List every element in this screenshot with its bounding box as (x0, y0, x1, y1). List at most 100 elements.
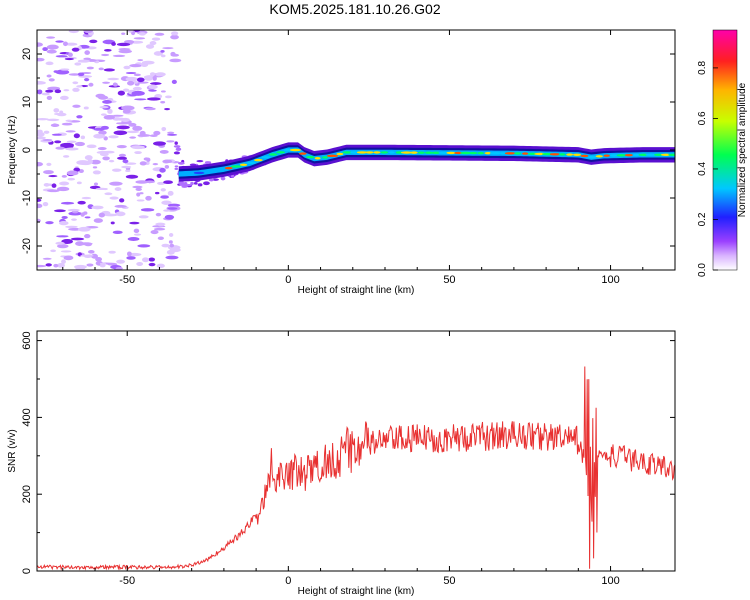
spectrogram-noise-blob (84, 233, 91, 239)
spectrogram-ridge-hotspot (305, 155, 315, 159)
spectrogram-noise-blob (54, 140, 62, 144)
spectrogram-noise-blob (99, 152, 109, 157)
spectrogram-noise-blob (84, 242, 92, 247)
spectrogram-noise-blob (160, 188, 166, 192)
spectrogram-noise-blob (103, 115, 115, 120)
spectrogram-noise-blob (112, 230, 123, 234)
spectrogram-noise-blob (103, 136, 108, 141)
spectrogram-ridge-hotspot (261, 156, 271, 159)
colorbar-frame (712, 29, 738, 271)
spectrogram-noise-blob (118, 153, 127, 158)
spectrogram-ridge-hotspot (580, 154, 589, 158)
spectrogram-ridge-hotspot (558, 153, 566, 156)
spectrogram-ridge-scatter (203, 181, 210, 186)
spectrogram-ridge-hotspot (239, 163, 248, 167)
spectrogram-noise-blob (47, 86, 61, 91)
spectrogram-noise-blob (61, 215, 68, 219)
spectrogram-noise-blob (41, 92, 50, 96)
spectrogram-noise-blob (99, 263, 106, 268)
spectrogram-noise-blob (62, 41, 68, 47)
spectrogram-noise-blob (126, 130, 140, 134)
colorbar-tick-label: 0.6 (697, 111, 708, 125)
spectrogram-ridge-hotspot (417, 151, 425, 154)
spectrogram-ridge-hotspot (489, 152, 502, 155)
spectrogram-noise-blob (53, 108, 60, 113)
spectrogram-ridge-scatter (197, 183, 203, 187)
spectrogram-ridge-scatter (174, 141, 178, 145)
spectrogram-noise-blob (160, 49, 165, 53)
spectrogram-noise-blob (125, 76, 138, 82)
snr-x-tick-label: 50 (443, 575, 455, 587)
spectrogram-noise-blob (60, 201, 75, 205)
spectrogram-noise-blob (161, 126, 167, 132)
spectrogram-noise-blob (152, 75, 157, 81)
spectrogram-noise-blob (74, 62, 82, 66)
spectrogram-ridge-hotspot (566, 153, 574, 156)
snr-x-tick-label: -50 (119, 575, 135, 587)
spectrogram-noise-blob (155, 212, 162, 217)
spectrogram-noise-blob (87, 250, 95, 254)
spectrogram-noise-blob (43, 182, 50, 187)
spectrogram-noise-blob (83, 30, 93, 34)
spectrogram-noise-blob (48, 78, 55, 82)
spectrogram-noise-blob (150, 230, 159, 235)
spectrogram-ridge-hotspot (572, 153, 582, 156)
spectrogram-noise-blob (87, 159, 93, 165)
spectrogram-ridge-hotspot (514, 152, 522, 155)
spectrogram-noise-blob (55, 241, 65, 245)
spectrogram-ridge-hotspot (289, 148, 302, 152)
snr-frame (36, 330, 676, 572)
spectrogram-ridge-hotspot (522, 152, 529, 155)
spectrogram-noise-blob (138, 32, 146, 36)
spectrogram-noise-blob (89, 39, 98, 44)
snr-x-axis-label: Height of straight line (km) (298, 586, 415, 597)
spectrogram-noise-blob (170, 34, 179, 40)
spectrogram-noise-blob (52, 123, 57, 127)
spectrogram-noise-blob (45, 221, 54, 225)
spectrogram-noise-blob (167, 203, 181, 207)
spectrogram-noise-blob (61, 174, 67, 178)
spectrogram-noise-blob (50, 249, 56, 253)
spectrogram-noise-blob (133, 233, 142, 236)
spectrogram-ridge-hotspot (356, 151, 368, 154)
spectrogram-noise-blob (37, 81, 46, 85)
spectrogram-noise-blob (48, 175, 58, 178)
spectrogram-noise-blob (81, 196, 92, 200)
spectrogram-noise-blob (133, 228, 140, 234)
spectrogram-noise-blob (90, 159, 101, 165)
spectrogram-noise-blob (60, 95, 69, 101)
spectrogram-noise-blob (68, 211, 82, 216)
spectrogram-noise-blob (60, 142, 74, 148)
spectrogram-noise-blob (37, 118, 49, 121)
spectrogram-noise-blob (152, 163, 159, 166)
spectrogram-noise-blob (103, 150, 115, 154)
spectrogram-noise-blob (80, 212, 85, 217)
spectrogram-noise-blob (160, 90, 166, 93)
spectrogram-noise-blob (42, 257, 52, 260)
spectrogram-noise-blob (118, 49, 132, 54)
spectrogram-noise-blob (98, 95, 109, 100)
spectrogram-noise-blob (108, 159, 115, 163)
spectrogram-noise-blob (68, 73, 81, 76)
spectrogram-noise-blob (145, 195, 152, 201)
spectrogram-x-tick-label: 100 (601, 274, 619, 286)
spectrogram-noise-blob (37, 162, 44, 167)
colorbar-tick-label: 0.8 (697, 61, 708, 75)
spectrogram-noise-blob (60, 250, 72, 253)
spectrogram-noise-blob (137, 244, 151, 248)
spectrogram-ridge-hotspot (388, 151, 395, 154)
spectrogram-ridge-hotspot (484, 151, 492, 155)
spectrogram-noise-blob (157, 236, 164, 240)
spectrogram-noise-blob (134, 98, 147, 101)
spectrogram-noise-blob (71, 47, 80, 52)
spectrogram-noise-blob (46, 118, 60, 122)
spectrogram-noise-blob (124, 39, 135, 44)
spectrogram-noise-blob (102, 81, 111, 84)
snr-y-tick-label: 0 (21, 568, 33, 574)
spectrogram-noise-blob (56, 186, 70, 192)
spectrogram-noise-blob (148, 84, 158, 90)
spectrogram-noise-blob (70, 237, 85, 241)
spectrogram-noise-blob (55, 40, 64, 43)
spectrogram-noise-blob (67, 52, 73, 58)
